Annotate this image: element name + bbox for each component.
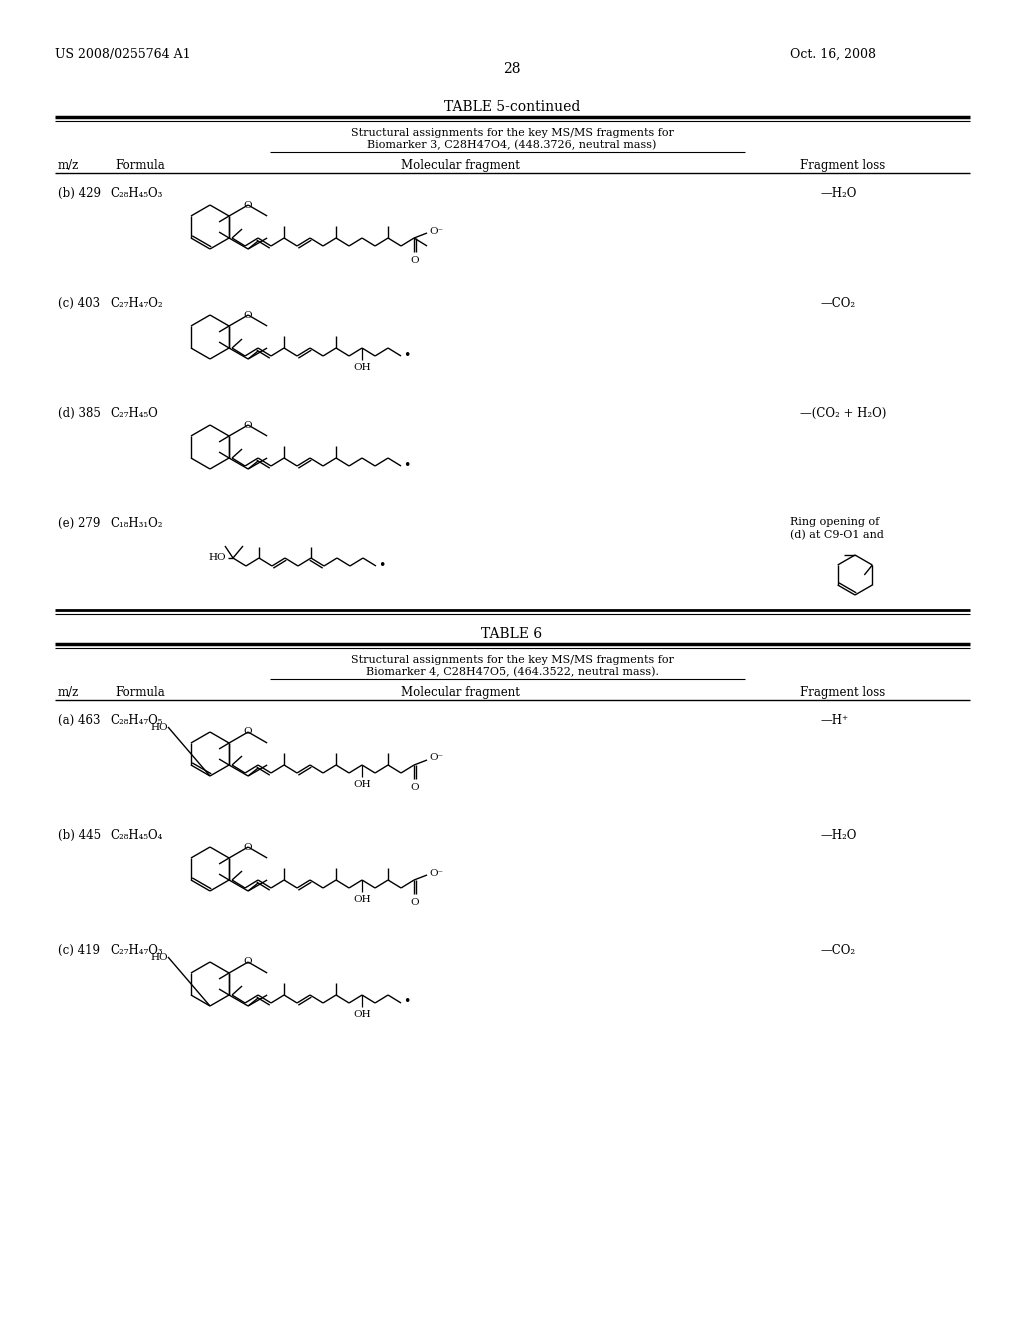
Text: —(CO₂ + H₂O): —(CO₂ + H₂O) xyxy=(800,407,887,420)
Text: C₁₈H₃₁O₂: C₁₈H₃₁O₂ xyxy=(110,517,163,531)
Text: —H⁺: —H⁺ xyxy=(820,714,848,727)
Text: O: O xyxy=(244,310,253,319)
Text: Biomarker 4, C28H47O5, (464.3522, neutral mass).: Biomarker 4, C28H47O5, (464.3522, neutra… xyxy=(366,667,658,677)
Text: OH: OH xyxy=(353,780,371,789)
Text: (c) 403: (c) 403 xyxy=(58,297,100,310)
Text: —CO₂: —CO₂ xyxy=(820,297,855,310)
Text: Molecular fragment: Molecular fragment xyxy=(400,686,519,700)
Text: O: O xyxy=(244,957,253,966)
Text: C₂₈H₄₇O₅: C₂₈H₄₇O₅ xyxy=(110,714,163,727)
Text: •: • xyxy=(403,995,411,1008)
Text: —H₂O: —H₂O xyxy=(820,187,856,201)
Text: TABLE 5-continued: TABLE 5-continued xyxy=(443,100,581,114)
Text: Fragment loss: Fragment loss xyxy=(800,686,886,700)
Text: Formula: Formula xyxy=(115,158,165,172)
Text: Oct. 16, 2008: Oct. 16, 2008 xyxy=(790,48,876,61)
Text: O: O xyxy=(411,898,420,907)
Text: HO: HO xyxy=(208,553,226,562)
Text: US 2008/0255764 A1: US 2008/0255764 A1 xyxy=(55,48,190,61)
Text: Biomarker 3, C28H47O4, (448.3726, neutral mass): Biomarker 3, C28H47O4, (448.3726, neutra… xyxy=(368,140,656,150)
Text: (d) 385: (d) 385 xyxy=(58,407,101,420)
Text: O: O xyxy=(411,783,420,792)
Text: (d) at C9-O1 and: (d) at C9-O1 and xyxy=(790,531,884,540)
Text: HO: HO xyxy=(151,953,168,961)
Text: O⁻: O⁻ xyxy=(429,869,443,878)
Text: (b) 445: (b) 445 xyxy=(58,829,101,842)
Text: Structural assignments for the key MS/MS fragments for: Structural assignments for the key MS/MS… xyxy=(350,655,674,665)
Text: C₂₈H₄₅O₃: C₂₈H₄₅O₃ xyxy=(110,187,163,201)
Text: OH: OH xyxy=(353,895,371,904)
Text: OH: OH xyxy=(353,1010,371,1019)
Text: C₂₇H₄₇O₂: C₂₇H₄₇O₂ xyxy=(110,297,163,310)
Text: (b) 429: (b) 429 xyxy=(58,187,101,201)
Text: m/z: m/z xyxy=(58,158,79,172)
Text: C₂₇H₄₇O₃: C₂₇H₄₇O₃ xyxy=(110,944,163,957)
Text: Molecular fragment: Molecular fragment xyxy=(400,158,519,172)
Text: 28: 28 xyxy=(503,62,521,77)
Text: C₂₇H₄₅O: C₂₇H₄₅O xyxy=(110,407,158,420)
Text: OH: OH xyxy=(353,363,371,372)
Text: Ring opening of: Ring opening of xyxy=(790,517,880,527)
Text: —CO₂: —CO₂ xyxy=(820,944,855,957)
Text: TABLE 6: TABLE 6 xyxy=(481,627,543,642)
Text: O: O xyxy=(244,201,253,210)
Text: (c) 419: (c) 419 xyxy=(58,944,100,957)
Text: O: O xyxy=(244,842,253,851)
Text: O: O xyxy=(411,256,420,265)
Text: (e) 279: (e) 279 xyxy=(58,517,100,531)
Text: •: • xyxy=(403,348,411,362)
Text: —H₂O: —H₂O xyxy=(820,829,856,842)
Text: O: O xyxy=(244,727,253,737)
Text: Fragment loss: Fragment loss xyxy=(800,158,886,172)
Text: Structural assignments for the key MS/MS fragments for: Structural assignments for the key MS/MS… xyxy=(350,128,674,139)
Text: HO: HO xyxy=(151,722,168,731)
Text: Formula: Formula xyxy=(115,686,165,700)
Text: O⁻: O⁻ xyxy=(429,754,443,763)
Text: m/z: m/z xyxy=(58,686,79,700)
Text: •: • xyxy=(378,558,385,572)
Text: O: O xyxy=(244,421,253,429)
Text: C₂₈H₄₅O₄: C₂₈H₄₅O₄ xyxy=(110,829,163,842)
Text: •: • xyxy=(403,458,411,471)
Text: O⁻: O⁻ xyxy=(429,227,443,235)
Text: (a) 463: (a) 463 xyxy=(58,714,100,727)
